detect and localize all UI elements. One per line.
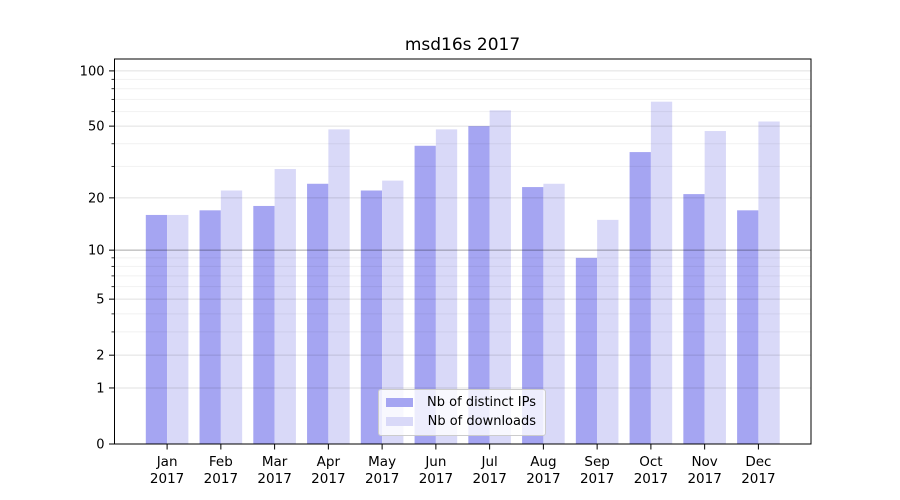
xtick-label-sep: Sep — [584, 454, 609, 470]
xtick-label-sep-year: 2017 — [580, 471, 614, 487]
bar-jun-ips — [414, 145, 436, 445]
bar-dec-downloads — [758, 121, 780, 445]
bar-aug-downloads — [543, 183, 565, 444]
xtick-label-aug-year: 2017 — [526, 471, 560, 487]
bar-jan-ips — [145, 214, 168, 444]
xtick-label-nov: Nov — [691, 454, 717, 470]
xtick-label-jul-year: 2017 — [472, 471, 506, 487]
xtick-label-jan-year: 2017 — [150, 471, 184, 487]
bar-jul-ips — [468, 126, 490, 444]
xtick-label-mar-year: 2017 — [257, 471, 291, 487]
legend-item-distinct-ips: Nb of distinct IPs — [386, 395, 536, 410]
xtick-label-mar: Mar — [262, 454, 288, 470]
xtick-label-jan: Jan — [156, 454, 178, 470]
xtick-label-dec: Dec — [745, 454, 771, 470]
xtick-label-jul: Jul — [480, 454, 497, 470]
plot-border — [114, 58, 812, 445]
xtick-label-feb: Feb — [209, 454, 233, 470]
bar-nov-ips — [683, 194, 705, 444]
xtick-label-jun: Jun — [424, 454, 446, 470]
xtick-label-oct-year: 2017 — [634, 471, 668, 487]
bar-sep-downloads — [597, 219, 619, 444]
bar-jun-downloads — [435, 129, 458, 444]
ytick-label-1: 1 — [96, 381, 104, 396]
xtick-label-feb-year: 2017 — [204, 471, 238, 487]
ytick-label-2: 2 — [96, 349, 104, 364]
ytick-label-50: 50 — [88, 120, 105, 135]
bar-dec-ips — [737, 210, 759, 444]
xtick-label-apr: Apr — [317, 454, 341, 470]
bar-may-ips — [360, 190, 383, 444]
bar-may-downloads — [382, 180, 404, 444]
bar-jul-downloads — [489, 110, 511, 445]
bar-jan-downloads — [167, 214, 189, 444]
legend-swatch-ips — [386, 398, 413, 407]
bar-oct-ips — [629, 152, 651, 444]
xtick-label-apr-year: 2017 — [311, 471, 345, 487]
xtick-label-dec-year: 2017 — [741, 471, 775, 487]
bar-nov-downloads — [704, 131, 726, 445]
legend-item-downloads: Nb of downloads — [386, 414, 536, 429]
xtick-label-nov-year: 2017 — [687, 471, 721, 487]
bar-mar-ips — [253, 205, 275, 444]
ytick-label-100: 100 — [80, 64, 105, 79]
chart-title: msd16s 2017 — [404, 35, 521, 55]
bar-apr-ips — [307, 183, 329, 444]
xtick-label-aug: Aug — [530, 454, 556, 470]
legend-label-ips: Nb of distinct IPs — [427, 395, 536, 410]
bar-aug-ips — [522, 187, 544, 444]
ytick-label-20: 20 — [88, 191, 105, 206]
bar-apr-downloads — [328, 129, 350, 444]
xtick-label-may-year: 2017 — [365, 471, 399, 487]
legend-label-downloads: Nb of downloads — [427, 414, 536, 429]
ytick-label-5: 5 — [96, 293, 104, 308]
bar-mar-downloads — [274, 169, 296, 444]
xtick-label-oct: Oct — [639, 454, 662, 470]
xtick-label-may: May — [368, 454, 396, 470]
ytick-label-10: 10 — [88, 244, 105, 259]
bar-oct-downloads — [650, 101, 673, 445]
bar-sep-ips — [575, 257, 598, 444]
xtick-label-jun-year: 2017 — [419, 471, 453, 487]
bar-feb-downloads — [220, 190, 243, 444]
bar-feb-ips — [199, 210, 221, 444]
legend-swatch-downloads — [386, 417, 413, 426]
legend: Nb of distinct IPs Nb of downloads — [378, 389, 546, 436]
ytick-label-0: 0 — [96, 438, 104, 453]
